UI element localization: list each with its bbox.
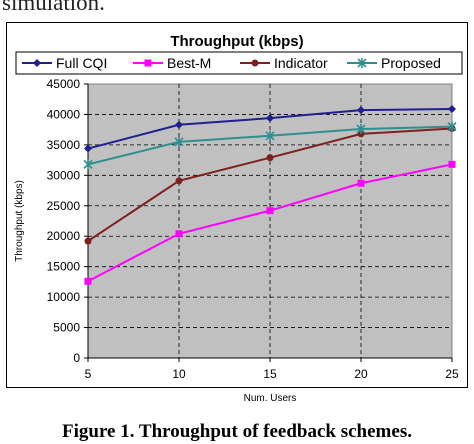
figure-caption: Figure 1. Throughput of feedback schemes…	[62, 421, 412, 442]
data-point-best-m	[448, 160, 456, 168]
data-point-best-m	[84, 277, 92, 285]
legend-label-best-m: Best-M	[167, 55, 211, 71]
data-point-indicator	[266, 154, 274, 162]
data-point-full-cqi	[84, 144, 92, 153]
y-tick-label: 45000	[47, 77, 81, 91]
legend-entry-full-cqi: Full CQI	[22, 55, 107, 71]
x-axis-label: Num. Users	[244, 393, 297, 404]
data-point-indicator	[175, 177, 183, 185]
y-axis-label: Throughput (kbps)	[14, 180, 25, 262]
legend-label-proposed: Proposed	[381, 55, 441, 71]
data-point-full-cqi	[357, 106, 365, 115]
y-tick-label: 5000	[53, 321, 80, 335]
data-point-proposed	[265, 130, 275, 141]
legend-marker-proposed	[357, 58, 367, 68]
legend-marker-full-cqi	[33, 59, 41, 67]
x-axis-ticks: 5 10 15 20 25	[85, 358, 459, 381]
y-tick-label: 0	[73, 351, 80, 365]
x-tick-label: 25	[445, 367, 459, 381]
legend-entry-indicator: Indicator	[240, 55, 328, 71]
y-axis-ticks: 0 5000 10000 15000 20000 25000 30000 35000 40000…	[47, 77, 88, 365]
data-point-best-m	[175, 230, 183, 238]
chart-legend: Full CQI Best-M Indicator Proposed	[15, 51, 463, 75]
legend-label-full-cqi: Full CQI	[56, 55, 107, 71]
y-tick-label: 10000	[47, 290, 81, 304]
legend-entry-proposed: Proposed	[347, 55, 441, 71]
series-full-cqi	[84, 104, 456, 153]
data-point-proposed	[447, 121, 457, 132]
y-tick-label: 40000	[47, 107, 81, 121]
y-tick-label: 20000	[47, 229, 81, 243]
series-best-m	[84, 160, 456, 285]
data-point-best-m	[266, 207, 274, 215]
x-tick-label: 10	[172, 367, 186, 381]
data-point-best-m	[357, 179, 365, 187]
y-tick-label: 35000	[47, 138, 81, 152]
x-tick-label: 15	[263, 367, 277, 381]
top-text: simulation.	[2, 0, 105, 15]
y-tick-label: 30000	[47, 168, 81, 182]
data-point-full-cqi	[266, 114, 274, 123]
data-point-full-cqi	[448, 104, 456, 113]
y-tick-label: 25000	[47, 199, 81, 213]
x-tick-label: 5	[85, 367, 92, 381]
data-point-proposed	[356, 124, 366, 135]
data-point-proposed	[83, 159, 93, 170]
series-proposed	[83, 121, 457, 170]
series-group	[83, 104, 457, 285]
chart-title: Throughput (kbps)	[170, 33, 303, 50]
y-tick-label: 15000	[47, 260, 81, 274]
legend-label-indicator: Indicator	[274, 55, 328, 71]
data-point-indicator	[84, 237, 92, 245]
data-point-proposed	[174, 136, 184, 147]
legend-marker-indicator	[251, 59, 259, 67]
legend-box	[15, 51, 463, 75]
legend-marker-best-m	[144, 59, 152, 67]
data-point-full-cqi	[175, 120, 183, 129]
x-tick-label: 20	[354, 367, 368, 381]
legend-entry-best-m: Best-M	[133, 55, 211, 71]
